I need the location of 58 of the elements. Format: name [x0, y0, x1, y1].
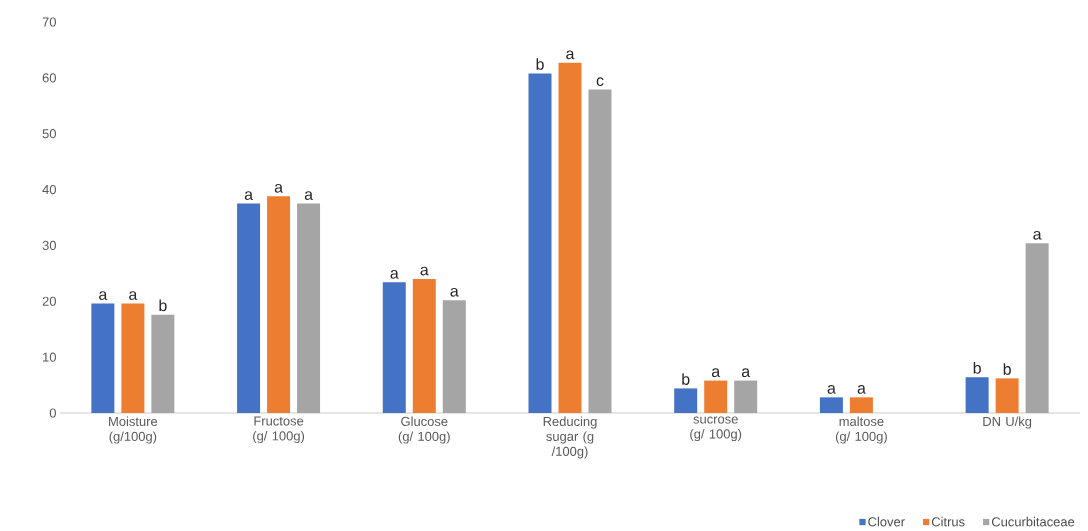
legend-label: Citrus [931, 516, 965, 527]
y-tick-label: 40 [42, 184, 56, 195]
y-tick-label: 70 [42, 17, 56, 27]
bar [965, 377, 989, 413]
x-tick-label: sucrose (g/ 100g) [690, 416, 742, 442]
data-label: a [390, 270, 399, 279]
bar [1025, 243, 1049, 413]
bar [704, 380, 728, 413]
bar [237, 203, 261, 413]
data-label: b [973, 362, 981, 374]
data-label: b [1003, 363, 1011, 375]
bar [151, 314, 175, 413]
x-tick-label: maltose (g/ 100g) [835, 416, 887, 444]
x-tick-label: Fructose (g/ 100g) [253, 416, 305, 444]
bar [528, 73, 552, 413]
data-label: c [596, 77, 604, 87]
legend-label: Cucurbitaceae [991, 516, 1075, 527]
bar [819, 397, 843, 413]
data-label: a [1033, 230, 1042, 240]
bar [558, 62, 582, 413]
bar [297, 203, 321, 413]
bar [91, 303, 115, 413]
data-label: a [129, 291, 138, 300]
bar [267, 196, 291, 413]
data-label: a [274, 184, 283, 193]
data-label: a [827, 385, 836, 394]
y-tick-label: 30 [42, 240, 56, 250]
y-tick-label: 60 [42, 73, 56, 83]
x-tick-label: Reducing sugar (g /100g) [543, 416, 597, 459]
bar [734, 380, 758, 413]
y-tick-label: 10 [43, 352, 56, 362]
data-label: a [450, 287, 459, 297]
x-tick-label: DN U/kg [983, 416, 1032, 429]
data-label: a [99, 291, 108, 300]
data-label: a [244, 191, 253, 201]
bar [412, 278, 436, 413]
bar [382, 282, 406, 413]
x-tick-label: Moisture (g/100g) [109, 416, 158, 444]
bar [849, 397, 873, 413]
y-tick-label: 50 [42, 129, 56, 139]
legend-label: Clover [868, 516, 905, 527]
data-label: a [566, 50, 575, 60]
data-label: b [159, 299, 167, 312]
data-label: a [420, 266, 429, 276]
bar [674, 388, 698, 413]
bar [121, 303, 145, 413]
data-label: a [741, 368, 751, 378]
bar [588, 89, 612, 413]
data-label: b [682, 373, 690, 385]
y-tick-label: 20 [42, 296, 56, 306]
data-label: a [711, 368, 721, 378]
bar [995, 378, 1019, 413]
data-label: b [536, 58, 544, 70]
x-tick-label: Glucose (g/ 100g) [398, 416, 450, 444]
data-label: a [857, 385, 866, 394]
y-tick-label: 0 [49, 408, 56, 418]
bar [442, 300, 466, 413]
data-label: a [304, 191, 313, 201]
